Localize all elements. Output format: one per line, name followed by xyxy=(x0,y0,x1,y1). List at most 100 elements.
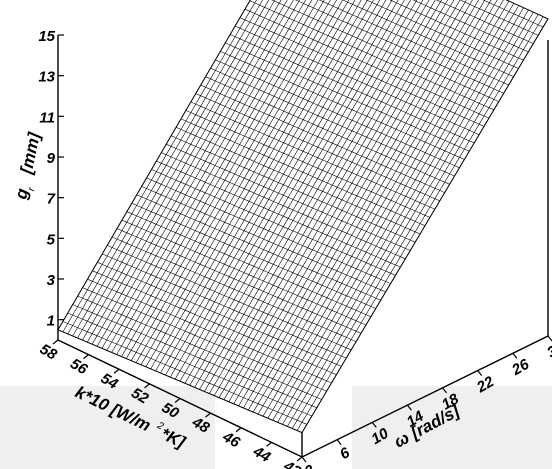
surface-grid-line xyxy=(155,0,374,372)
tick-mark xyxy=(144,383,150,389)
surface-grid-line xyxy=(179,0,405,382)
surface-grid-line xyxy=(505,0,549,20)
surface-grid-line xyxy=(82,0,282,341)
surface-grid-line xyxy=(248,0,492,411)
surface-grid-line xyxy=(282,9,529,425)
tick-mark xyxy=(296,456,303,462)
tick-label: 3 xyxy=(47,272,56,289)
surface-grid-line xyxy=(140,0,356,365)
tick-label: 44 xyxy=(249,442,273,466)
tick-label: 7 xyxy=(47,191,56,208)
tick-label: 1 xyxy=(47,313,55,330)
surface-grid-line xyxy=(296,16,544,431)
surface-grid-line xyxy=(204,0,436,392)
surface-grid-line xyxy=(121,0,331,357)
tick-label: 42 xyxy=(280,457,304,469)
surface-grid-line xyxy=(145,0,362,367)
surface-grid-line xyxy=(87,0,288,343)
surface-grid-line xyxy=(228,0,467,402)
tick-label: 15 xyxy=(38,28,55,45)
surface-grid-line xyxy=(301,18,549,433)
surface-grid-line xyxy=(106,0,313,351)
bg-panel xyxy=(352,386,552,469)
surface-grid-line xyxy=(291,14,539,429)
y-label-superscript: 2 xyxy=(154,420,165,433)
tick-label: 22 xyxy=(473,373,497,397)
tick-mark xyxy=(205,412,211,418)
tick-label: 2 xyxy=(301,461,318,469)
tick-label: 50 xyxy=(159,399,183,422)
tick-label: 56 xyxy=(67,355,91,378)
surface-grid-line xyxy=(135,0,350,363)
surface-grid-line xyxy=(218,0,455,398)
surface-grid-line xyxy=(412,0,529,53)
tick-mark xyxy=(235,427,242,433)
tick-mark xyxy=(477,370,483,376)
tick-mark xyxy=(52,339,59,345)
surface-grid-line xyxy=(435,0,534,44)
surface-grid-line xyxy=(130,0,344,361)
surface-grid-line xyxy=(96,0,300,347)
surface-grid-line xyxy=(223,0,461,400)
z-label-subscript: r xyxy=(26,186,38,192)
surface-mesh xyxy=(57,0,549,434)
surface-grid-line xyxy=(91,0,294,345)
x-axis-line xyxy=(301,335,549,458)
surface-grid-line xyxy=(213,0,449,396)
surface-grid-line xyxy=(243,0,486,409)
tick-mark xyxy=(336,439,342,446)
surface-grid-line xyxy=(267,3,515,419)
tick-label: 46 xyxy=(219,428,243,452)
tick-mark xyxy=(301,456,307,463)
tick-label: 30 xyxy=(544,338,552,361)
tick-mark xyxy=(83,354,89,360)
tick-label: 10 xyxy=(369,425,393,448)
tick-mark xyxy=(266,441,272,447)
tick-label: 48 xyxy=(188,413,212,437)
tick-label: 14 xyxy=(404,407,428,430)
tick-mark xyxy=(512,352,518,359)
surface-grid-line xyxy=(165,0,387,376)
tick-mark xyxy=(406,404,412,411)
surface-grid-line xyxy=(199,0,430,390)
surface-grid-line xyxy=(77,0,276,339)
tick-mark xyxy=(174,398,181,403)
y-axis-ticks: 585654525048464442 xyxy=(37,339,304,469)
z-label-symbol: g xyxy=(11,186,32,202)
surface-grid-line xyxy=(62,0,257,333)
x-axis-ticks: 26101418222630 xyxy=(301,335,552,469)
surface-grid-line xyxy=(262,0,510,417)
surface-grid-line xyxy=(67,0,263,335)
surface-grid-line xyxy=(209,0,442,394)
tick-label: 18 xyxy=(439,390,463,413)
surface-grid-line xyxy=(482,0,544,28)
tick-mark xyxy=(442,387,448,394)
bg-panel xyxy=(0,386,84,469)
tick-label: 11 xyxy=(39,109,55,126)
tick-label: 58 xyxy=(37,341,61,364)
surface-grid-line xyxy=(252,0,498,413)
bg-panel xyxy=(84,386,215,469)
surface-fill xyxy=(57,0,549,434)
surface-grid-line xyxy=(257,0,504,415)
surface-grid-line xyxy=(111,0,319,353)
tick-mark xyxy=(371,422,377,428)
tick-label: 13 xyxy=(38,69,55,86)
surface-grid-line xyxy=(184,0,411,384)
surface-grid-line xyxy=(169,0,393,378)
surface-grid-line xyxy=(287,11,534,427)
surface-grid-line xyxy=(126,0,337,359)
surface-grid-line xyxy=(233,0,473,404)
surface-grid-line xyxy=(116,0,325,355)
surface-grid-line xyxy=(459,0,539,36)
z-label-unit: [mm] xyxy=(17,129,45,176)
tick-label: 52 xyxy=(128,384,152,407)
surface-grid-line xyxy=(238,0,479,407)
surface-grid-line xyxy=(189,0,418,386)
tick-mark xyxy=(547,335,552,342)
surface-grid-line xyxy=(174,0,399,380)
tick-label: 9 xyxy=(47,150,56,167)
surface-grid-line xyxy=(57,0,251,330)
